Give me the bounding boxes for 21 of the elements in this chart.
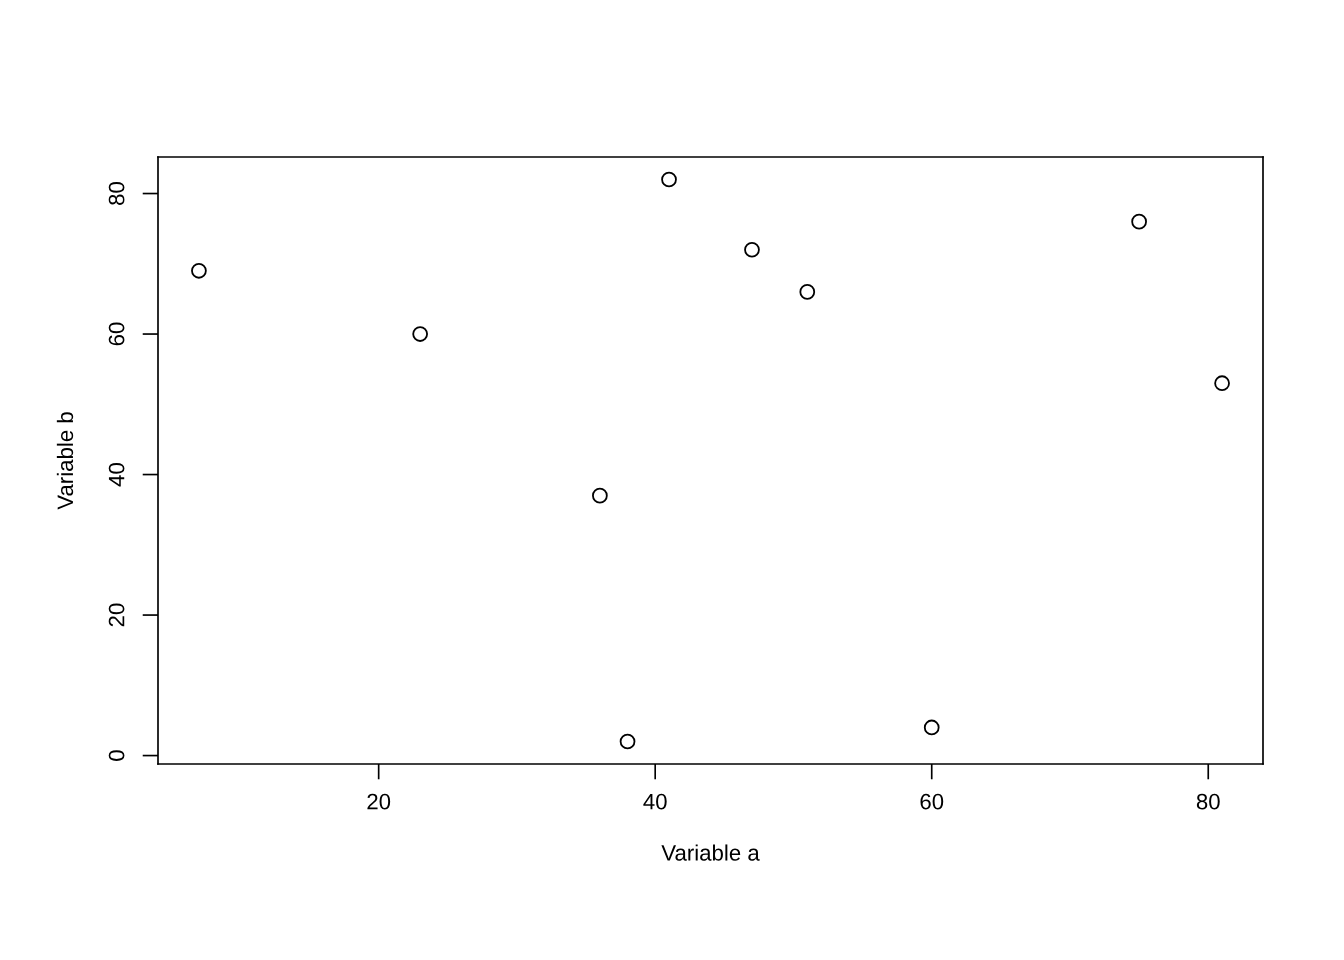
point <box>412 326 428 342</box>
point <box>592 487 608 504</box>
point <box>661 171 677 188</box>
x-tick-label: 60 <box>920 793 944 810</box>
x-tick-label: 40 <box>643 793 667 810</box>
y-axis-title: Variable b <box>56 412 74 510</box>
y-tick-label: 80 <box>108 182 125 205</box>
point <box>619 733 636 750</box>
point <box>1214 375 1230 392</box>
y-tick-label: 0 <box>108 750 125 761</box>
point <box>1131 213 1147 230</box>
x-tick-label: 80 <box>1196 793 1220 810</box>
point <box>923 719 940 736</box>
point <box>799 284 816 300</box>
point <box>191 262 207 279</box>
point <box>744 241 760 258</box>
y-tick-label: 60 <box>108 322 125 346</box>
x-axis-title: Variable a <box>661 844 760 861</box>
y-tick-label: 40 <box>108 463 125 487</box>
x-tick-label: 20 <box>367 793 391 810</box>
y-tick-label: 20 <box>108 603 125 627</box>
